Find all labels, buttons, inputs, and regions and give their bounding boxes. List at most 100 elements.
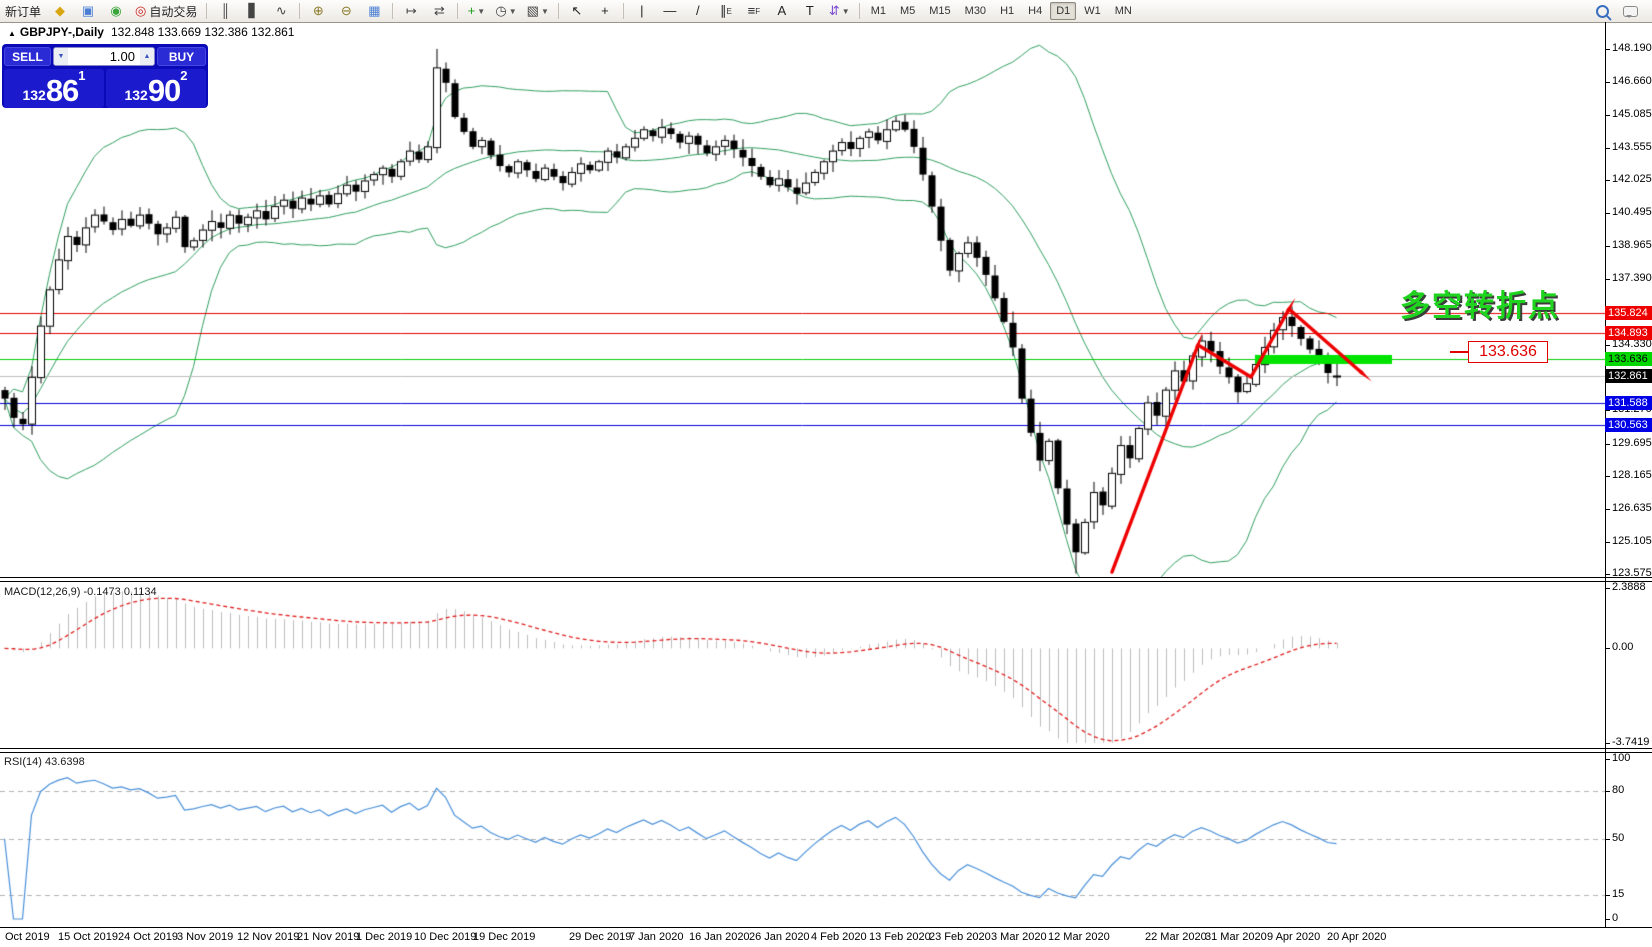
autotrading-label: 自动交易 xyxy=(149,4,198,19)
price-tick-label: 148.190 xyxy=(1612,42,1652,54)
charts-window-button[interactable]: ▣ xyxy=(75,1,101,21)
price-tick xyxy=(1606,410,1610,411)
new-order-button[interactable]: 新订单 xyxy=(1,1,45,21)
toolbar-separator xyxy=(392,3,394,19)
zoom-in-button[interactable]: ⊕ xyxy=(305,1,331,21)
symbol-header: ▲ GBPJPY-,Daily 132.848 133.669 132.386 13… xyxy=(8,25,294,39)
panel-separator[interactable] xyxy=(0,577,1652,582)
templates-button[interactable]: ▧ ▼ xyxy=(523,1,553,21)
periods-clock-icon: ◷ xyxy=(495,3,507,18)
candlestick-chart-icon: ▋ xyxy=(248,3,259,18)
zoom-in-icon: ⊕ xyxy=(312,3,324,18)
dropdown-arrow-icon[interactable]: ▼ xyxy=(841,6,850,16)
arrows-button[interactable]: ⇵ ▼ xyxy=(825,1,854,21)
timeframe-h4-button[interactable]: H4 xyxy=(1028,5,1043,17)
cursor-button[interactable]: ↖ xyxy=(564,1,590,21)
dropdown-arrow-icon[interactable]: ▼ xyxy=(477,6,486,16)
text-label-button[interactable]: T xyxy=(797,1,823,21)
text-label-icon: T xyxy=(805,3,814,18)
periods-clock-button[interactable]: ◷ ▼ xyxy=(491,1,520,21)
timeframe-w1-button[interactable]: W1 xyxy=(1084,5,1101,17)
price-level-flag[interactable]: 133.636 xyxy=(1468,341,1548,363)
toolbar-separator xyxy=(457,3,459,19)
text-button[interactable]: A xyxy=(769,1,795,21)
date-label: 3 Nov 2019 xyxy=(177,931,234,943)
macd-tick xyxy=(1606,648,1610,649)
date-label: 12 Nov 2019 xyxy=(237,931,300,943)
macd-tick-label: 0.00 xyxy=(1612,641,1634,653)
indicators-add-button[interactable]: + ▼ xyxy=(463,1,489,21)
crosshair-button[interactable]: + xyxy=(592,1,618,21)
price-badge: 131.588 xyxy=(1605,396,1652,410)
price-tick-label: 123.575 xyxy=(1612,567,1652,579)
buy-button[interactable]: BUY xyxy=(157,47,206,66)
rsi-tick-label: 100 xyxy=(1612,752,1631,764)
macd-tick-label: -3.7419 xyxy=(1612,736,1650,748)
timeframe-h1-button[interactable]: H1 xyxy=(1000,5,1015,17)
auto-scroll-button[interactable]: ↦ xyxy=(398,1,424,21)
horizontal-line-button[interactable]: — xyxy=(657,1,683,21)
dropdown-arrow-icon[interactable]: ▼ xyxy=(540,6,549,16)
date-label: 10 Dec 2019 xyxy=(414,931,477,943)
volume-decrease-button[interactable]: ▼ xyxy=(54,48,68,65)
equidistant-channel-icon-letter: E xyxy=(726,6,732,16)
sell-button[interactable]: SELL xyxy=(4,47,51,66)
autotrading-icon: ◎ xyxy=(135,3,147,18)
equidistant-channel-icon: ∥ xyxy=(719,3,727,18)
timeframe-m30-button[interactable]: M30 xyxy=(964,5,987,17)
price-tick xyxy=(1606,148,1610,149)
vertical-line-button[interactable]: | xyxy=(629,1,655,21)
rsi-label: RSI(14) 43.6398 xyxy=(4,756,85,768)
zoom-out-button[interactable]: ⊖ xyxy=(333,1,359,21)
price-tick xyxy=(1606,82,1610,83)
indicators-add-icon: + xyxy=(467,3,476,18)
search-button[interactable] xyxy=(1589,1,1615,21)
macd-label: MACD(12,26,9) -0.1473 0.1134 xyxy=(4,586,157,598)
panel-separator[interactable] xyxy=(0,748,1652,753)
date-label: 23 Feb 2020 xyxy=(929,931,991,943)
chat-icon xyxy=(1622,5,1638,18)
candlestick-chart-button[interactable]: ▋ xyxy=(240,1,266,21)
new-order-label: 新订单 xyxy=(5,4,42,19)
price-tick xyxy=(1606,246,1610,247)
date-label: 29 Dec 2019 xyxy=(569,931,632,943)
dropdown-arrow-icon[interactable]: ▼ xyxy=(508,6,517,16)
price-tick xyxy=(1606,542,1610,543)
rsi-tick xyxy=(1606,759,1610,760)
autotrading-button[interactable]: ◎ 自动交易 xyxy=(131,1,201,21)
buy-price-pips: 90 xyxy=(147,73,181,108)
sell-price-figure: 132 xyxy=(22,87,46,103)
trendline-button[interactable]: / xyxy=(685,1,711,21)
auto-scroll-icon: ↦ xyxy=(405,3,417,18)
buy-price-figure: 132 xyxy=(124,87,148,103)
price-tick xyxy=(1606,115,1610,116)
tile-windows-button[interactable]: ▦ xyxy=(361,1,387,21)
fibonacci-button[interactable]: ≡ F xyxy=(741,1,767,21)
chart-shift-button[interactable]: ⇄ xyxy=(426,1,452,21)
buy-price-button[interactable]: 132 90 2 xyxy=(106,69,206,108)
date-label: 1 Dec 2019 xyxy=(356,931,413,943)
new-order-ticket-button[interactable]: ◆ xyxy=(47,1,73,21)
signals-button[interactable]: ◉ xyxy=(103,1,129,21)
timeframe-m1-button[interactable]: M1 xyxy=(870,5,886,17)
rsi-panel-canvas[interactable] xyxy=(0,753,1605,927)
timeframe-mn-button[interactable]: MN xyxy=(1114,5,1132,17)
turning-point-annotation[interactable]: 多空转折点 xyxy=(1400,290,1560,323)
timeframe-d1-button[interactable]: D1 xyxy=(1050,2,1077,20)
volume-increase-button[interactable]: ▲ xyxy=(140,48,154,65)
volume-input[interactable]: 1.00 xyxy=(109,49,135,64)
timeframe-m5-button[interactable]: M5 xyxy=(899,5,916,17)
main-chart-canvas[interactable] xyxy=(0,22,1605,577)
toolbar-separator xyxy=(206,3,208,19)
timeframe-m15-button[interactable]: M15 xyxy=(929,5,951,17)
line-chart-button[interactable]: ∿ xyxy=(268,1,294,21)
date-label: 20 Apr 2020 xyxy=(1327,931,1387,943)
chat-button[interactable] xyxy=(1617,1,1643,21)
vertical-line-icon: | xyxy=(640,3,644,18)
arrows-icon: ⇵ xyxy=(828,3,840,18)
equidistant-channel-button[interactable]: ∥ E xyxy=(713,1,739,21)
bar-chart-button[interactable]: ║ xyxy=(212,1,238,21)
sell-price-button[interactable]: 132 86 1 xyxy=(4,69,104,108)
collapse-panel-icon[interactable]: ▲ xyxy=(8,29,16,38)
macd-panel-canvas[interactable] xyxy=(0,582,1605,748)
